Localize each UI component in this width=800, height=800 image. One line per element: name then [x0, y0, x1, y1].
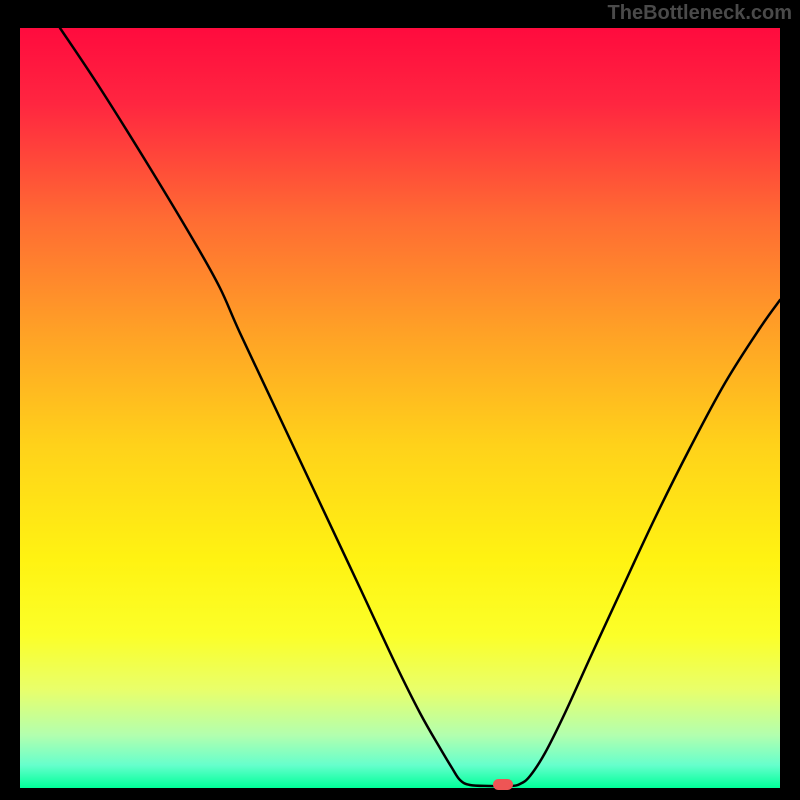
bottleneck-chart: [20, 28, 780, 788]
bottleneck-curve: [20, 28, 780, 788]
watermark-text: TheBottleneck.com: [608, 2, 792, 25]
optimal-point-marker: [493, 779, 513, 790]
